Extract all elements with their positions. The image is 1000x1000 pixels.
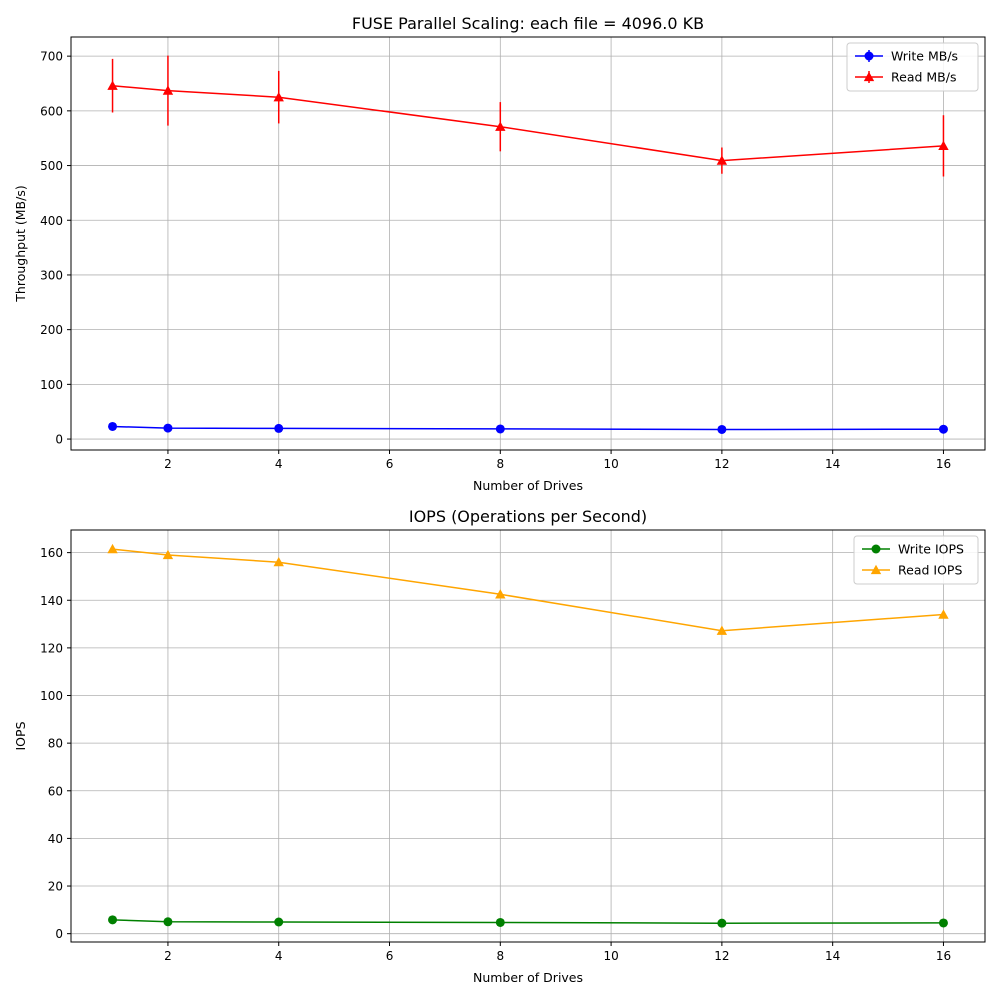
throughput-x-tick-label: 14 — [825, 457, 840, 471]
throughput-x-tick-label: 16 — [936, 457, 951, 471]
iops-x-tick-label: 4 — [275, 949, 283, 963]
iops-legend: Write IOPS Read IOPS — [853, 535, 979, 585]
iops-chart-title: IOPS (Operations per Second) — [409, 507, 647, 526]
throughput-x-tick-label: 10 — [603, 457, 618, 471]
data-point-write-mb-s — [108, 421, 118, 431]
data-point-read-iops — [107, 543, 118, 554]
throughput-chart-title: FUSE Parallel Scaling: each file = 4096.… — [352, 14, 704, 33]
throughput-legend-box — [846, 42, 979, 92]
iops-x-tick-label: 16 — [936, 949, 951, 963]
legend-label-write-mb-s: Write MB/s — [891, 49, 958, 64]
throughput-y-tick-label: 400 — [40, 214, 63, 228]
iops-x-tick-label: 10 — [603, 949, 618, 963]
legend-entry-read-mb-s: Read MB/s — [855, 70, 956, 85]
iops-y-tick-label: 100 — [40, 689, 63, 703]
iops-y-tick-label: 80 — [48, 737, 63, 751]
data-point-write-mb-s — [274, 423, 284, 433]
data-point-read-mb-s — [162, 85, 174, 95]
data-point-write-mb-s — [717, 424, 727, 434]
data-point-write-iops — [495, 917, 505, 927]
series-read-mb-s — [107, 55, 949, 177]
data-point-read-iops — [162, 549, 174, 560]
throughput-y-tick-label: 300 — [40, 268, 63, 282]
series-read-iops — [107, 543, 949, 635]
throughput-chart: 2 4 6 8 10 12 14 16 0 100 200 300 400 500 600 700 FUSE … — [13, 14, 986, 493]
series-line-write-iops — [112, 919, 944, 924]
legend-marker-read-iops — [870, 564, 882, 575]
throughput-y-axis-label: Throughput (MB/s) — [13, 185, 28, 302]
data-point-read-iops — [495, 589, 506, 599]
throughput-y-tick-label: 500 — [40, 159, 63, 173]
series-line-read-mb-s — [112, 84, 944, 162]
iops-y-tick-label: 0 — [55, 927, 63, 941]
iops-x-axis-label: Number of Drives — [473, 970, 583, 985]
data-point-write-iops — [938, 918, 948, 928]
throughput-x-tick-label: 8 — [496, 457, 504, 471]
iops-x-tick-label: 12 — [714, 949, 729, 963]
iops-y-tick-label: 60 — [48, 784, 63, 798]
data-point-write-mb-s — [495, 424, 505, 434]
throughput-x-tick-label: 12 — [714, 457, 729, 471]
throughput-y-tick-label: 600 — [40, 104, 63, 118]
iops-y-axis-label: IOPS — [13, 721, 28, 750]
iops-y-tick-label: 40 — [48, 832, 63, 846]
throughput-plot-frame — [70, 36, 986, 451]
legend-entry-write-mb-s: Write MB/s — [855, 49, 958, 64]
iops-plot-frame — [70, 529, 986, 943]
data-point-read-mb-s — [495, 121, 506, 131]
throughput-y-tick-label: 200 — [40, 323, 63, 337]
iops-x-tick-label: 8 — [496, 949, 504, 963]
legend-label-read-iops: Read IOPS — [898, 563, 962, 578]
iops-legend-box — [853, 535, 979, 585]
throughput-x-tick-label: 2 — [164, 457, 172, 471]
throughput-y-tick-label: 0 — [55, 433, 63, 447]
data-point-write-iops — [717, 918, 727, 928]
iops-series — [107, 543, 949, 928]
data-point-read-iops — [938, 609, 949, 619]
iops-x-tick-label: 14 — [825, 949, 840, 963]
data-point-read-mb-s — [716, 155, 728, 165]
legend-marker-write-iops — [871, 544, 881, 554]
throughput-x-axis-label: Number of Drives — [473, 478, 583, 493]
data-point-read-mb-s — [938, 140, 949, 151]
legend-label-write-iops: Write IOPS — [898, 542, 964, 557]
throughput-x-tick-label: 4 — [275, 457, 283, 471]
data-point-read-mb-s — [107, 80, 118, 90]
throughput-y-tick-label: 100 — [40, 378, 63, 392]
throughput-grid — [71, 37, 985, 450]
data-point-read-iops — [716, 625, 728, 635]
iops-y-tick-label: 140 — [40, 594, 63, 608]
iops-grid — [71, 530, 985, 942]
series-write-iops — [108, 915, 948, 928]
throughput-ticks: 2 4 6 8 10 12 14 16 0 100 200 300 400 500 600 700 — [40, 50, 951, 471]
legend-marker-read-mb-s — [863, 71, 875, 82]
legend-marker-write-mb-s — [864, 51, 874, 61]
iops-y-tick-label: 160 — [40, 546, 63, 560]
throughput-x-tick-label: 6 — [386, 457, 394, 471]
data-point-write-iops — [108, 915, 118, 925]
iops-y-tick-label: 20 — [48, 880, 63, 894]
series-line-write-mb-s — [112, 425, 944, 431]
throughput-y-tick-label: 700 — [40, 50, 63, 64]
data-point-write-iops — [274, 917, 284, 927]
data-point-write-iops — [163, 917, 173, 927]
iops-x-tick-label: 2 — [164, 949, 172, 963]
data-point-write-mb-s — [163, 423, 173, 433]
legend-entry-read-iops: Read IOPS — [862, 563, 962, 578]
data-point-read-mb-s — [273, 91, 284, 102]
iops-y-tick-label: 120 — [40, 641, 63, 655]
data-point-write-mb-s — [938, 424, 948, 434]
iops-x-tick-label: 6 — [386, 949, 394, 963]
series-line-read-iops — [112, 548, 944, 632]
data-point-read-iops — [273, 556, 284, 567]
throughput-series — [107, 55, 949, 434]
legend-entry-write-iops: Write IOPS — [862, 542, 964, 557]
series-write-mb-s — [108, 421, 948, 434]
legend-label-read-mb-s: Read MB/s — [891, 70, 956, 85]
throughput-legend: Write MB/s Read MB/s — [846, 42, 979, 92]
